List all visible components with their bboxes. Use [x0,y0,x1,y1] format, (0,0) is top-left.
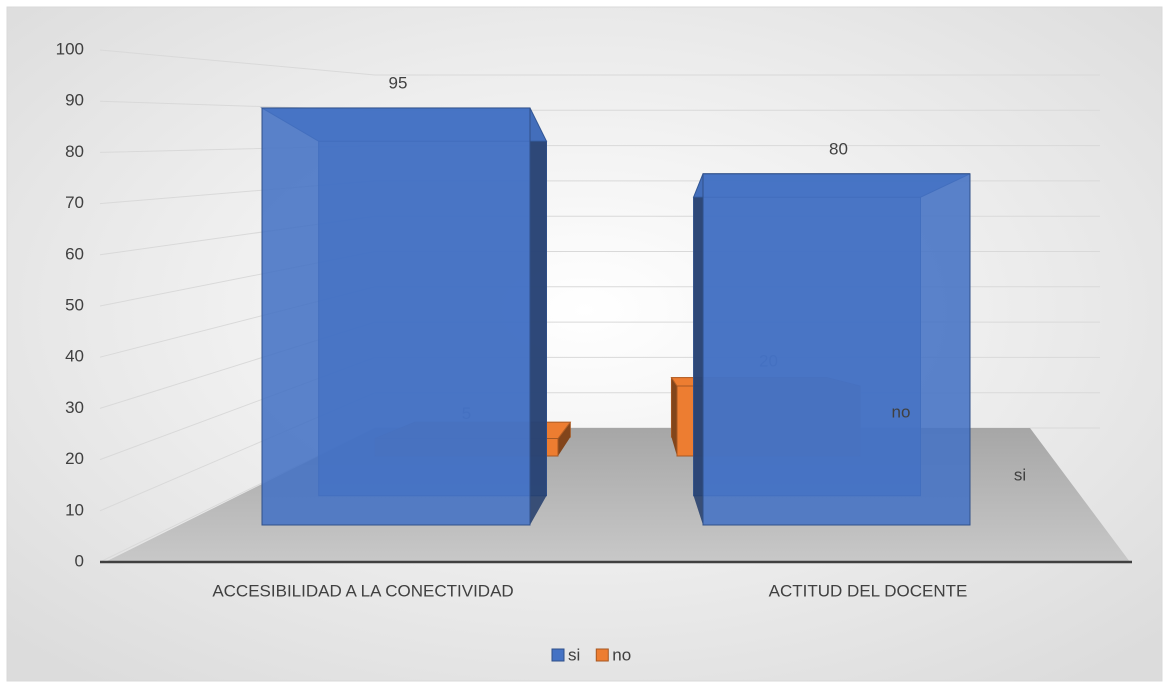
plot: 5209580 [260,73,971,526]
legend-label: no [612,645,631,664]
bar-side [558,422,571,456]
y-tick-label: 60 [65,244,84,263]
y-tick-label: 40 [65,347,84,366]
legend-label: si [568,645,580,664]
grid-line [99,49,1100,76]
y-tick-label: 20 [65,449,84,468]
y-tick-label: 50 [65,295,84,314]
y-tick-label: 80 [65,142,84,161]
bar-side [671,377,677,456]
bar-side [530,107,547,525]
y-tick-label: 100 [56,39,84,58]
x-tick-label: ACCESIBILIDAD A LA CONECTIVIDAD [212,581,513,600]
y-tick-label: 90 [65,91,84,110]
depth-axis-label: si [1014,465,1026,484]
bar-side [693,173,703,526]
data-label: 95 [389,73,408,92]
bar [261,107,531,526]
y-tick-label: 10 [65,500,84,519]
y-tick-label: 70 [65,193,84,212]
depth-axis-label: no [892,402,911,421]
data-label: 80 [829,139,848,158]
legend-swatch [595,648,609,662]
bar [702,173,971,526]
chart-background [6,6,1163,682]
y-tick-label: 30 [65,398,84,417]
legend-swatch [551,648,565,662]
y-tick-label: 0 [75,551,84,570]
x-tick-label: ACTITUD DEL DOCENTE [769,581,968,600]
